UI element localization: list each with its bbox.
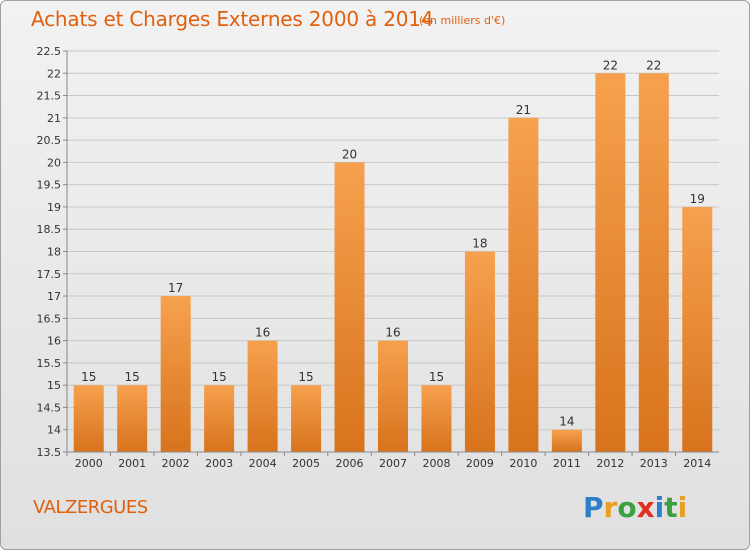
x-tick-label: 2010 bbox=[509, 457, 537, 470]
x-tick-label: 2007 bbox=[379, 457, 407, 470]
x-tick-label: 2002 bbox=[162, 457, 190, 470]
bar bbox=[378, 340, 408, 452]
data-label: 17 bbox=[168, 281, 183, 295]
y-tick-label: 21.5 bbox=[37, 90, 62, 103]
bar bbox=[291, 385, 322, 452]
data-label: 15 bbox=[429, 370, 444, 384]
bar bbox=[160, 296, 191, 452]
y-tick-label: 22.5 bbox=[37, 45, 62, 58]
bar bbox=[73, 385, 104, 452]
bar bbox=[117, 385, 148, 452]
data-label: 15 bbox=[298, 370, 313, 384]
y-tick-label: 17 bbox=[47, 290, 61, 303]
data-label: 20 bbox=[342, 147, 357, 161]
x-axis-ticks: 2000 2001 2002 2003 2004 2005 2006 2007 2008 2009… bbox=[66, 452, 711, 470]
x-tick-label: 2005 bbox=[292, 457, 320, 470]
y-tick-label: 13.5 bbox=[37, 446, 62, 459]
y-tick-label: 20.5 bbox=[37, 134, 62, 147]
x-tick-label: 2006 bbox=[336, 457, 364, 470]
bar bbox=[247, 340, 278, 452]
y-tick-label: 17.5 bbox=[37, 268, 62, 281]
y-tick-label: 18.5 bbox=[37, 223, 62, 236]
data-label: 15 bbox=[81, 370, 96, 384]
bar bbox=[682, 206, 713, 452]
y-tick-label: 15 bbox=[47, 379, 61, 392]
y-tick-label: 18 bbox=[47, 246, 61, 259]
data-label: 15 bbox=[125, 370, 140, 384]
y-tick-label: 14 bbox=[47, 424, 61, 437]
x-tick-label: 2003 bbox=[205, 457, 233, 470]
y-tick-label: 19 bbox=[47, 201, 61, 214]
bar bbox=[551, 429, 582, 452]
x-tick-label: 2004 bbox=[249, 457, 277, 470]
data-label: 16 bbox=[255, 326, 270, 340]
data-label: 16 bbox=[385, 326, 400, 340]
data-label: 22 bbox=[646, 58, 661, 72]
y-tick-label: 20 bbox=[47, 156, 61, 169]
bar bbox=[508, 117, 539, 452]
data-label: 19 bbox=[690, 192, 705, 206]
data-label: 22 bbox=[603, 58, 618, 72]
x-tick-label: 2011 bbox=[553, 457, 581, 470]
data-labels: 15 15 17 15 16 15 20 16 15 18 21 14 22 22 19 bbox=[81, 58, 705, 428]
bar bbox=[204, 385, 235, 452]
x-tick-label: 2014 bbox=[683, 457, 711, 470]
y-tick-label: 22 bbox=[47, 67, 61, 80]
y-tick-label: 19.5 bbox=[37, 179, 62, 192]
bar bbox=[595, 73, 626, 453]
data-label: 14 bbox=[559, 415, 574, 429]
bar bbox=[464, 251, 495, 452]
y-tick-label: 21 bbox=[47, 112, 61, 125]
y-tick-label: 16.5 bbox=[37, 312, 62, 325]
y-tick-label: 15.5 bbox=[37, 357, 62, 370]
data-label: 15 bbox=[211, 370, 226, 384]
y-axis-ticks: 13.5 14 14.5 15 15.5 16 16.5 17 17.5 18 18.5 19 19.5… bbox=[37, 45, 67, 459]
svg-text:Proxiti: Proxiti bbox=[583, 491, 687, 524]
y-tick-label: 14.5 bbox=[37, 401, 62, 414]
bar bbox=[334, 162, 365, 452]
proxiti-logo: Proxiti bbox=[583, 491, 687, 524]
chart-title: Achats et Charges Externes 2000 à 2014 bbox=[31, 7, 434, 31]
x-tick-label: 2008 bbox=[422, 457, 450, 470]
x-tick-label: 2012 bbox=[596, 457, 624, 470]
x-tick-label: 2009 bbox=[466, 457, 494, 470]
x-tick-label: 2001 bbox=[118, 457, 146, 470]
chart-unit: (en milliers d'€) bbox=[419, 14, 506, 27]
x-tick-label: 2000 bbox=[75, 457, 103, 470]
bar bbox=[638, 73, 669, 453]
x-tick-label: 2013 bbox=[640, 457, 668, 470]
bars bbox=[73, 73, 713, 453]
bar bbox=[421, 385, 452, 452]
commune-name: VALZERGUES bbox=[33, 497, 148, 518]
data-label: 21 bbox=[516, 103, 531, 117]
y-tick-label: 16 bbox=[47, 335, 61, 348]
data-label: 18 bbox=[472, 237, 487, 251]
